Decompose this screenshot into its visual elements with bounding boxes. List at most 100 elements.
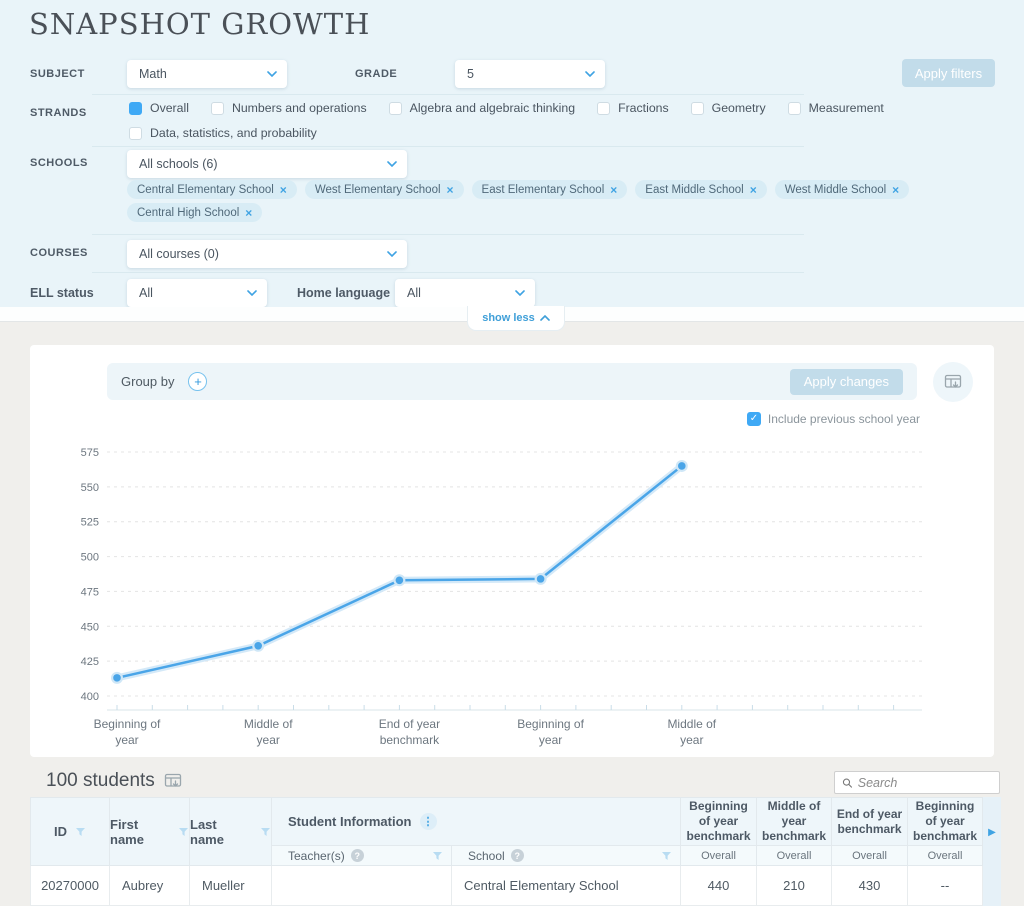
checkbox-icon — [129, 126, 142, 140]
help-icon: ? — [350, 849, 364, 862]
table-download-icon — [944, 374, 962, 388]
svg-text:425: 425 — [81, 656, 99, 668]
students-count-label: 100 students — [46, 770, 155, 791]
courses-label: COURSES — [30, 247, 88, 259]
strand-checkbox-overall[interactable]: Overall — [129, 101, 189, 115]
column-first-name: First name Aubrey — [110, 797, 190, 906]
strand-label: Measurement — [808, 101, 884, 115]
column-benchmark-boy-2: Beginning of year benchmark Overall -- — [908, 797, 983, 906]
first-name-header[interactable]: First name — [110, 797, 190, 866]
row-divider — [92, 272, 804, 273]
strand-label: Overall — [150, 101, 189, 115]
growth-line-chart: 400 425 450 475 500 525 550 575 Beginning of year… — [80, 440, 970, 760]
school-tag-label: West Elementary School — [314, 183, 441, 196]
checkbox-icon — [690, 101, 704, 115]
id-header[interactable]: ID — [30, 797, 110, 866]
subject-value: Math — [139, 67, 167, 81]
last-name-header-label: Last name — [190, 816, 224, 847]
chevron-up-icon — [539, 315, 550, 321]
svg-text:475: 475 — [81, 586, 99, 598]
filter-funnel-icon[interactable] — [260, 827, 271, 837]
strands-row-1: Overall Numbers and operations Algebra a… — [129, 101, 884, 115]
id-header-label: ID — [54, 824, 67, 839]
filter-funnel-icon[interactable] — [432, 851, 443, 861]
school-tag: West Elementary School × — [304, 180, 464, 199]
strand-checkbox-algebra[interactable]: Algebra and algebraic thinking — [388, 101, 576, 115]
strand-checkbox-geometry[interactable]: Geometry — [690, 101, 766, 115]
benchmark-subheader: Overall — [832, 845, 908, 866]
teachers-subheader[interactable]: Teacher(s) ? — [272, 845, 452, 866]
school-subheader[interactable]: School ? — [452, 845, 681, 866]
filter-funnel-icon[interactable] — [178, 827, 189, 837]
apply-changes-button[interactable]: Apply changes — [789, 368, 903, 395]
svg-text:Beginning of: Beginning of — [94, 717, 161, 731]
table-download-icon[interactable] — [164, 773, 182, 790]
svg-text:575: 575 — [81, 447, 99, 459]
svg-text:550: 550 — [81, 482, 99, 494]
filter-funnel-icon[interactable] — [661, 851, 672, 861]
column-group-student-information: Student Information ⋮ Teacher(s) ? Schoo… — [272, 797, 681, 906]
remove-tag-icon[interactable]: × — [610, 182, 618, 197]
filter-funnel-icon[interactable] — [75, 827, 86, 837]
scroll-columns-right-button[interactable]: ▶ — [983, 797, 1001, 906]
schools-value: All schools (6) — [139, 157, 218, 171]
svg-text:benchmark: benchmark — [380, 733, 440, 747]
school-tag: East Elementary School × — [471, 180, 628, 199]
strands-row-2: Data, statistics, and probability — [129, 126, 317, 140]
remove-tag-icon[interactable]: × — [892, 182, 900, 197]
remove-tag-icon[interactable]: × — [279, 182, 287, 197]
schools-select[interactable]: All schools (6) — [127, 150, 407, 178]
chevron-down-icon — [585, 71, 595, 77]
svg-text:Middle of: Middle of — [244, 717, 293, 731]
benchmark-subheader: Overall — [757, 845, 832, 866]
chevron-down-icon — [515, 290, 525, 296]
remove-tag-icon[interactable]: × — [446, 182, 454, 197]
right-arrow-icon: ▶ — [988, 827, 996, 838]
school-tag-label: West Middle School — [784, 183, 887, 196]
school-tag-label: East Middle School — [645, 183, 744, 196]
strand-checkbox-measurement[interactable]: Measurement — [787, 101, 884, 115]
strands-label: STRANDS — [30, 107, 87, 119]
ell-status-select[interactable]: All — [127, 279, 267, 307]
apply-filters-button[interactable]: Apply filters — [902, 59, 995, 87]
school-label: School — [468, 848, 505, 863]
strand-label: Fractions — [618, 101, 669, 115]
remove-tag-icon[interactable]: × — [749, 182, 757, 197]
benchmark-header: Middle of year benchmark — [757, 797, 832, 845]
benchmark-header: Beginning of year benchmark — [681, 797, 757, 845]
checkbox-icon — [787, 101, 801, 115]
strand-checkbox-data-statistics[interactable]: Data, statistics, and probability — [129, 126, 317, 140]
chevron-down-icon — [267, 71, 277, 77]
home-language-value: All — [407, 286, 421, 300]
courses-select[interactable]: All courses (0) — [127, 240, 407, 268]
add-group-by-button[interactable]: + — [188, 372, 208, 391]
svg-text:year: year — [680, 733, 703, 747]
strand-checkbox-fractions[interactable]: Fractions — [597, 101, 669, 115]
strand-label: Algebra and algebraic thinking — [409, 101, 576, 115]
strand-label: Geometry — [711, 101, 766, 115]
grade-select[interactable]: 5 — [455, 60, 605, 88]
export-chart-table-button[interactable] — [933, 362, 973, 402]
subject-select[interactable]: Math — [127, 60, 287, 88]
students-table: ID 20270000 First name Aubrey Last name … — [30, 797, 1001, 906]
home-language-select[interactable]: All — [395, 279, 535, 307]
show-less-button[interactable]: show less — [467, 306, 565, 331]
svg-text:year: year — [257, 733, 280, 747]
cell-benchmark-value: 210 — [757, 866, 832, 906]
remove-tag-icon[interactable]: × — [245, 205, 253, 220]
checkbox-icon — [210, 101, 224, 115]
svg-text:500: 500 — [81, 552, 99, 564]
ell-status-label: ELL status — [30, 286, 94, 300]
last-name-header[interactable]: Last name — [190, 797, 272, 866]
search-input[interactable] — [857, 775, 993, 790]
column-menu-icon[interactable]: ⋮ — [419, 813, 437, 830]
svg-text:400: 400 — [81, 691, 99, 703]
include-previous-year-checkbox[interactable]: ✓ Include previous school year — [746, 412, 920, 426]
grade-label: GRADE — [355, 68, 398, 80]
school-tags-row-2: Central High School × — [127, 203, 263, 222]
svg-text:450: 450 — [81, 621, 99, 633]
column-benchmark-eoy: End of year benchmark Overall 430 — [832, 797, 908, 906]
strand-checkbox-numbers-and-operations[interactable]: Numbers and operations — [210, 101, 367, 115]
first-name-header-label: First name — [110, 816, 144, 847]
svg-text:Middle of: Middle of — [667, 717, 716, 731]
